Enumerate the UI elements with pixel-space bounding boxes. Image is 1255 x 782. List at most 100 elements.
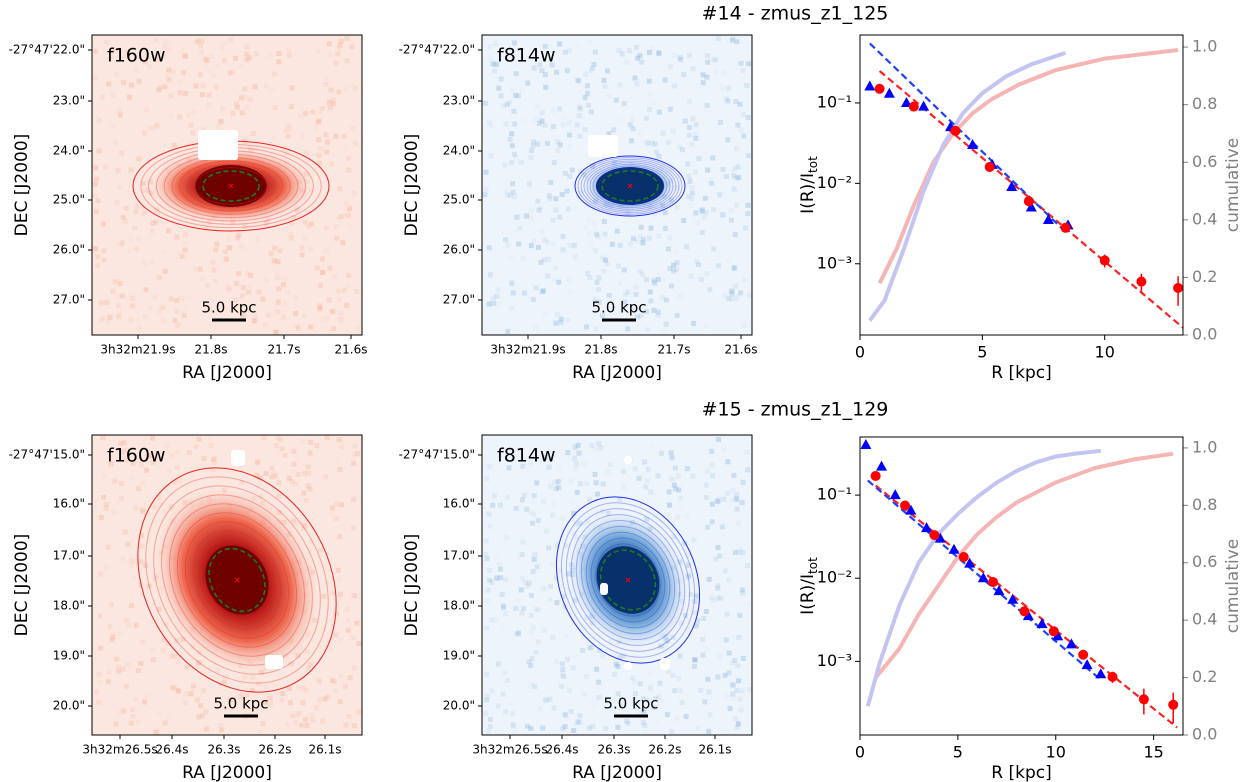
noise-pixel [652, 211, 658, 217]
noise-pixel [263, 220, 269, 226]
noise-pixel [240, 312, 246, 317]
noise-pixel [528, 613, 534, 618]
noise-pixel [344, 606, 350, 612]
noise-pixel [724, 611, 730, 617]
noise-pixel [740, 479, 746, 485]
noise-pixel [547, 196, 553, 202]
scale-bar-label: 5.0 kpc [201, 299, 256, 317]
noise-pixel [285, 722, 291, 728]
noise-pixel [713, 69, 719, 75]
noise-pixel [493, 575, 499, 581]
noise-pixel [744, 83, 750, 89]
isophote [589, 163, 671, 209]
noise-pixel [349, 204, 355, 210]
noise-pixel [166, 228, 172, 234]
noise-pixel [133, 622, 139, 628]
y2-tick-label: 1.0 [1192, 37, 1217, 56]
noise-pixel [128, 167, 134, 173]
noise-pixel [495, 703, 501, 709]
noise-pixel [96, 671, 102, 677]
noise-pixel [200, 92, 206, 97]
noise-pixel [288, 126, 294, 132]
noise-pixel [700, 636, 706, 642]
noise-pixel [625, 210, 631, 216]
noise-pixel [677, 653, 683, 659]
noise-pixel [645, 327, 651, 333]
noise-pixel [133, 696, 139, 702]
noise-pixel [100, 221, 106, 227]
noise-pixel [164, 74, 170, 80]
noise-pixel [625, 326, 631, 332]
noise-pixel [327, 105, 333, 111]
noise-pixel [567, 143, 573, 149]
noise-pixel [546, 464, 552, 470]
y-tick-label: -27°47'22.0" [399, 43, 475, 57]
noise-pixel [301, 490, 307, 496]
noise-pixel [349, 44, 355, 50]
noise-pixel [600, 508, 605, 514]
noise-pixel [142, 562, 148, 568]
noise-pixel [351, 460, 357, 466]
noise-pixel [559, 192, 565, 198]
noise-pixel [543, 84, 549, 90]
noise-pixel [156, 87, 162, 93]
noise-pixel [119, 293, 125, 299]
noise-pixel [692, 657, 698, 663]
noise-pixel [566, 120, 572, 126]
noise-pixel [152, 294, 158, 300]
noise-pixel [587, 274, 593, 280]
noise-pixel [162, 720, 168, 726]
noise-pixel [624, 59, 630, 65]
noise-pixel [655, 309, 661, 315]
noise-pixel [169, 653, 175, 659]
noise-pixel [329, 505, 335, 511]
noise-pixel [108, 461, 114, 467]
noise-pixel [336, 437, 342, 442]
noise-pixel [509, 280, 515, 286]
noise-pixel [152, 504, 158, 510]
noise-pixel [498, 76, 504, 82]
noise-pixel [263, 83, 269, 89]
noise-pixel [147, 64, 153, 70]
noise-pixel [95, 198, 101, 204]
noise-pixel [288, 232, 294, 237]
noise-pixel [532, 684, 538, 690]
effective-radius [208, 547, 266, 613]
noise-pixel [640, 720, 646, 726]
noise-pixel [326, 637, 332, 643]
noise-pixel [242, 224, 248, 229]
noise-pixel [525, 80, 531, 86]
noise-pixel [567, 173, 573, 179]
noise-pixel [592, 297, 598, 303]
noise-pixel [262, 322, 268, 328]
noise-pixel [668, 450, 674, 456]
noise-pixel [199, 49, 205, 55]
noise-pixel [169, 452, 175, 458]
noise-pixel [317, 283, 323, 289]
noise-pixel [295, 326, 301, 331]
noise-pixel [350, 498, 356, 504]
noise-pixel [702, 699, 707, 705]
noise-pixel [730, 691, 736, 697]
noise-pixel [688, 273, 694, 279]
mask [588, 135, 618, 157]
noise-pixel [575, 77, 581, 83]
noise-pixel [112, 478, 118, 484]
noise-pixel [128, 558, 134, 564]
noise-pixel [705, 167, 711, 173]
noise-pixel [728, 296, 734, 302]
noise-pixel [739, 688, 745, 694]
noise-pixel [644, 478, 650, 484]
noise-pixel [286, 685, 292, 691]
noise-pixel [484, 490, 489, 495]
noise-pixel [523, 579, 529, 585]
noise-pixel [521, 492, 527, 498]
y2-axis-label: cumulative [1223, 138, 1243, 233]
noise-pixel [543, 528, 549, 534]
noise-pixel [686, 132, 692, 138]
noise-pixel [713, 56, 719, 62]
noise-pixel [520, 497, 525, 503]
noise-pixel [153, 37, 159, 43]
noise-pixel [153, 206, 159, 212]
